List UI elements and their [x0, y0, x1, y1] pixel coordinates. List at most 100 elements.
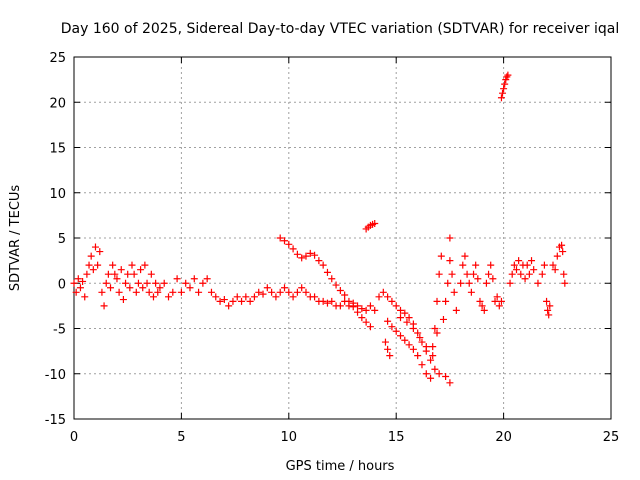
data-point — [435, 370, 443, 378]
data-point — [470, 270, 478, 278]
grid — [74, 57, 611, 419]
data-point — [354, 308, 362, 316]
data-point — [319, 297, 327, 305]
data-point — [323, 299, 331, 307]
data-point — [366, 323, 374, 331]
data-point — [122, 279, 130, 287]
data-point — [448, 270, 456, 278]
data-point — [111, 270, 119, 278]
data-point — [276, 234, 284, 242]
data-point — [482, 279, 490, 287]
data-point — [156, 284, 164, 292]
data-point — [508, 270, 516, 278]
data-point — [311, 293, 319, 301]
x-tick-label: 25 — [603, 430, 620, 445]
data-point — [233, 293, 241, 301]
data-point — [371, 220, 379, 228]
data-point — [216, 297, 224, 305]
data-point — [446, 379, 454, 387]
data-point — [79, 277, 87, 285]
data-point — [472, 261, 480, 269]
data-point — [401, 336, 409, 344]
data-point — [540, 261, 548, 269]
data-point — [546, 302, 554, 310]
data-point — [497, 297, 505, 305]
data-point — [285, 240, 293, 248]
x-axis-label: GPS time / hours — [286, 459, 395, 474]
data-point — [558, 241, 566, 249]
data-point — [100, 302, 108, 310]
y-tick-label: 20 — [49, 96, 66, 111]
data-point — [553, 252, 561, 260]
data-point — [461, 252, 469, 260]
data-point — [298, 284, 306, 292]
data-point — [190, 275, 198, 283]
data-point — [491, 297, 499, 305]
data-point — [379, 288, 387, 296]
y-tick-label: -10 — [45, 368, 66, 383]
data-point — [414, 352, 422, 360]
data-point — [298, 254, 306, 262]
data-point — [336, 286, 344, 294]
data-point — [543, 297, 551, 305]
data-point — [459, 261, 467, 269]
data-point — [207, 288, 215, 296]
data-point — [177, 288, 185, 296]
x-tick-label: 5 — [177, 430, 185, 445]
y-axis-label: SDTVAR / TECUs — [8, 185, 23, 292]
data-point — [474, 275, 482, 283]
data-point — [559, 248, 567, 256]
data-point — [510, 261, 518, 269]
data-point — [500, 85, 508, 93]
data-point — [272, 293, 280, 301]
data-point — [401, 309, 409, 317]
data-point — [386, 352, 394, 360]
data-point — [416, 334, 424, 342]
data-point — [551, 266, 559, 274]
data-point — [255, 288, 263, 296]
data-point — [450, 288, 458, 296]
data-point — [268, 288, 276, 296]
data-point — [238, 297, 246, 305]
data-point — [362, 318, 370, 326]
data-point — [538, 270, 546, 278]
data-point — [409, 345, 417, 353]
data-point — [521, 275, 529, 283]
data-point — [446, 234, 454, 242]
data-point — [544, 306, 552, 314]
data-point — [362, 306, 370, 314]
data-point — [145, 288, 153, 296]
data-point — [442, 297, 450, 305]
data-point — [354, 302, 362, 310]
data-point — [94, 261, 102, 269]
data-point — [229, 297, 237, 305]
data-point — [328, 297, 336, 305]
data-point — [366, 302, 374, 310]
data-point — [485, 270, 493, 278]
data-point — [173, 275, 181, 283]
data-point — [435, 270, 443, 278]
data-point — [74, 275, 82, 283]
data-point — [132, 288, 140, 296]
data-point — [442, 372, 450, 380]
data-point — [130, 270, 138, 278]
data-point — [371, 306, 379, 314]
data-point — [160, 279, 168, 287]
data-point — [96, 248, 104, 256]
data-point — [70, 279, 78, 287]
data-point — [478, 302, 486, 310]
data-point — [422, 343, 430, 351]
data-point — [154, 288, 162, 296]
data-point — [281, 237, 289, 245]
data-point — [452, 306, 460, 314]
data-point — [439, 315, 447, 323]
y-tick-label: 10 — [49, 187, 66, 202]
data-point — [302, 252, 310, 260]
y-tick-label: 5 — [58, 232, 66, 247]
data-point — [117, 266, 125, 274]
data-point — [225, 302, 233, 310]
data-point — [403, 318, 411, 326]
data-point — [437, 252, 445, 260]
data-point — [87, 252, 95, 260]
